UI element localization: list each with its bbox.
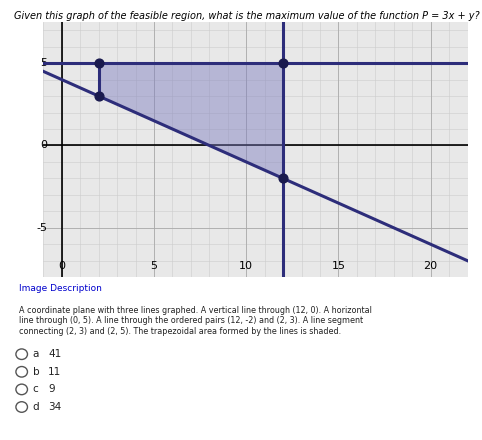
Text: a: a: [33, 349, 39, 359]
Point: [95, 92, 103, 99]
Point: [279, 60, 287, 67]
Text: 11: 11: [48, 367, 61, 377]
Text: 15: 15: [332, 261, 346, 271]
Text: 20: 20: [424, 261, 438, 271]
Text: -5: -5: [36, 223, 47, 233]
Text: Image Description: Image Description: [19, 284, 102, 293]
Text: Given this graph of the feasible region, what is the maximum value of the functi: Given this graph of the feasible region,…: [14, 11, 480, 21]
Text: 0: 0: [58, 261, 66, 271]
Text: 10: 10: [239, 261, 253, 271]
Text: 9: 9: [48, 385, 55, 394]
Point: [95, 60, 103, 67]
Text: b: b: [33, 367, 40, 377]
Text: 41: 41: [48, 349, 61, 359]
Text: c: c: [33, 385, 39, 394]
Text: A coordinate plane with three lines graphed. A vertical line through (12, 0). A : A coordinate plane with three lines grap…: [19, 306, 372, 336]
Text: 0: 0: [40, 140, 47, 150]
Text: 5: 5: [150, 261, 158, 271]
Point: [279, 175, 287, 182]
Text: 34: 34: [48, 402, 61, 412]
Text: d: d: [33, 402, 40, 412]
Text: 5: 5: [40, 58, 47, 68]
Polygon shape: [99, 63, 283, 178]
